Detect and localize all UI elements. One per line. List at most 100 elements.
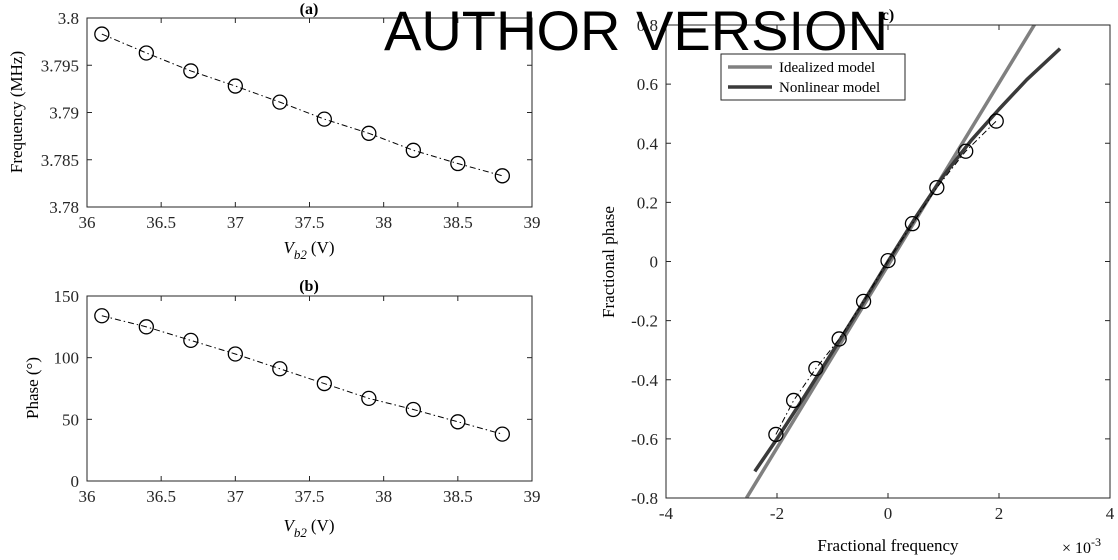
- panel-a-data-point: [316, 111, 332, 127]
- panel-a-markers: [94, 26, 510, 184]
- panel-a-data-point: [361, 125, 377, 141]
- panel-b-dashdot-line: [101, 315, 503, 435]
- panel-a-xtick-label: 37: [227, 213, 245, 232]
- panel-b-ytick-label: 100: [54, 349, 80, 368]
- panel-b-data-point: [316, 375, 332, 392]
- panel-a-data-point: [183, 63, 199, 79]
- panel-b-data-point: [405, 401, 421, 418]
- measured-data-point: [958, 143, 974, 159]
- panel-b-ylabel: Phase (°): [23, 357, 42, 419]
- panel-b-xtick-label: 37.5: [295, 487, 325, 506]
- panel-b-data-point: [272, 361, 288, 377]
- panel-c-x-multiplier-exp: -3: [1091, 535, 1101, 549]
- measured-data-point: [831, 331, 847, 347]
- panel-c-x-multiplier-base: × 10: [1062, 540, 1091, 557]
- panel-c-ytick-label: 0.2: [637, 193, 658, 212]
- panel-a: 36 36.5 37 37.5 38 38.5 39 3.783.7853.793.7953…: [7, 1, 541, 262]
- panel-c-ytick-label: -0.6: [631, 430, 658, 449]
- panel-a-ytick-label: 3.785: [41, 151, 79, 170]
- panel-a-xlabel-main: V: [284, 238, 297, 257]
- panel-b-ytick-label: 150: [54, 287, 80, 306]
- panel-c-ytick-label: 0: [650, 253, 659, 272]
- measured-data-point: [808, 360, 824, 377]
- author-version-watermark: AUTHOR VERSION: [384, 0, 888, 62]
- panel-a-xtick-label: 38: [375, 213, 392, 232]
- panel-b-line: [101, 315, 503, 435]
- panel-c-ytick-label: 0.4: [637, 134, 659, 153]
- panel-c-ytick-label: -0.8: [631, 489, 658, 508]
- panel-b: 36 36.5 37 37.5 38 38.5 39 0 50 100 150 (b) Phase…: [23, 278, 541, 540]
- panel-a-xtick-label: 39: [524, 213, 541, 232]
- panel-a-xlabel-sub: b2: [294, 247, 308, 262]
- idealized-model-line: [744, 25, 1037, 498]
- panel-b-ytick-label: 50: [62, 410, 79, 429]
- panel-a-xtick-label: 37.5: [295, 213, 325, 232]
- panel-a-xlabel: Vb2 (V): [284, 238, 335, 262]
- panel-a-data-point: [227, 78, 243, 94]
- panel-a-line: [101, 33, 503, 177]
- legend-box: [720, 53, 906, 101]
- panel-b-yticks: 0 50 100 150: [54, 287, 532, 491]
- panel-c-xlabel: Fractional frequency: [817, 536, 959, 555]
- panel-b-ytick-label: 0: [71, 472, 80, 491]
- panel-b-xtick-label: 36.5: [146, 487, 176, 506]
- panel-a-ytick-label: 3.8: [58, 9, 79, 28]
- panel-b-xtick-label: 38.5: [443, 487, 473, 506]
- panel-b-markers: [94, 308, 510, 442]
- measured-dashdot-line: [775, 120, 997, 435]
- panel-c-xtick-label: 0: [884, 504, 893, 523]
- panel-a-ytick-label: 3.79: [49, 104, 79, 123]
- panel-a-dashdot-line: [101, 33, 503, 177]
- panel-b-data-point: [227, 346, 243, 362]
- panel-c-legend: Idealized model Nonlinear model: [720, 53, 906, 101]
- measured-data-point: [855, 293, 872, 310]
- panel-c-label: c): [882, 7, 894, 24]
- panel-c-ytick-label: 0.6: [637, 75, 658, 94]
- panel-c-xtick-label: -2: [770, 504, 784, 523]
- panel-b-data-point: [494, 426, 510, 442]
- panel-b-data-point: [94, 308, 110, 324]
- panel-a-xtick-label: 36: [79, 213, 96, 232]
- measured-data-point: [880, 252, 896, 269]
- panel-c-xtick-label: -4: [659, 504, 674, 523]
- panel-b-data-point: [361, 390, 377, 407]
- panel-c-xtick-label: 4: [1106, 504, 1115, 523]
- panel-b-xlabel-main: V: [284, 516, 297, 535]
- measured-data-point: [786, 392, 802, 409]
- panel-a-ylabel: Frequency (MHz): [7, 51, 26, 173]
- panel-b-xticks: 36 36.5 37 37.5 38 38.5 39: [79, 296, 541, 506]
- panel-a-data-point: [494, 168, 510, 184]
- panel-c-yticks: -0.8 -0.6 -0.4 -0.2 0 0.2 0.4 0.6 0.8: [631, 16, 1110, 508]
- panel-b-data-point: [138, 319, 154, 335]
- panel-b-xtick-label: 37: [227, 487, 245, 506]
- panel-a-xtick-label: 38.5: [443, 213, 473, 232]
- panel-b-plot-frame: [86, 295, 533, 482]
- panel-a-xtick-label: 36.5: [146, 213, 176, 232]
- panel-b-xlabel: Vb2 (V): [284, 516, 335, 540]
- panel-c-x-multiplier: × 10-3: [1062, 535, 1101, 557]
- panel-b-xtick-label: 38: [375, 487, 392, 506]
- panel-a-xlabel-unit: (V): [311, 238, 335, 257]
- panel-a-data-point: [450, 155, 466, 172]
- panel-c-ytick-label: -0.2: [631, 312, 658, 331]
- panel-a-xticks: 36 36.5 37 37.5 38 38.5 39: [79, 18, 541, 232]
- panel-b-xtick-label: 36: [79, 487, 96, 506]
- panel-c-ytick-label: 0.8: [637, 16, 658, 35]
- panel-b-xlabel-sub: b2: [294, 525, 308, 540]
- panel-a-ytick-label: 3.78: [49, 198, 79, 217]
- panel-a-data-point: [272, 94, 288, 110]
- panel-b-data-point: [450, 414, 466, 430]
- panel-a-ytick-label: 3.795: [41, 56, 79, 75]
- panel-b-xtick-label: 39: [524, 487, 541, 506]
- panel-a-label: (a): [300, 1, 319, 18]
- panel-c-xtick-label: 2: [995, 504, 1004, 523]
- panel-a-yticks: 3.78 3.785 3.79 3.795 3.8: [41, 9, 532, 217]
- legend-label-idealized: Idealized model: [779, 60, 875, 76]
- measured-data-point: [929, 179, 945, 196]
- legend-label-nonlinear: Nonlinear model: [779, 80, 880, 96]
- panel-a-data-point: [138, 45, 154, 61]
- panel-c-ylabel: Fractional phase: [599, 206, 618, 318]
- panel-c-xticks: -4 -2 0 2 4: [659, 25, 1115, 523]
- measured-data-point: [988, 113, 1004, 129]
- panel-c: -4 -2 0 2 4 -0.8 -0.6 -0.4 -0.2 0 0.2 0.4 0.6 0.8 c)…: [599, 7, 1115, 557]
